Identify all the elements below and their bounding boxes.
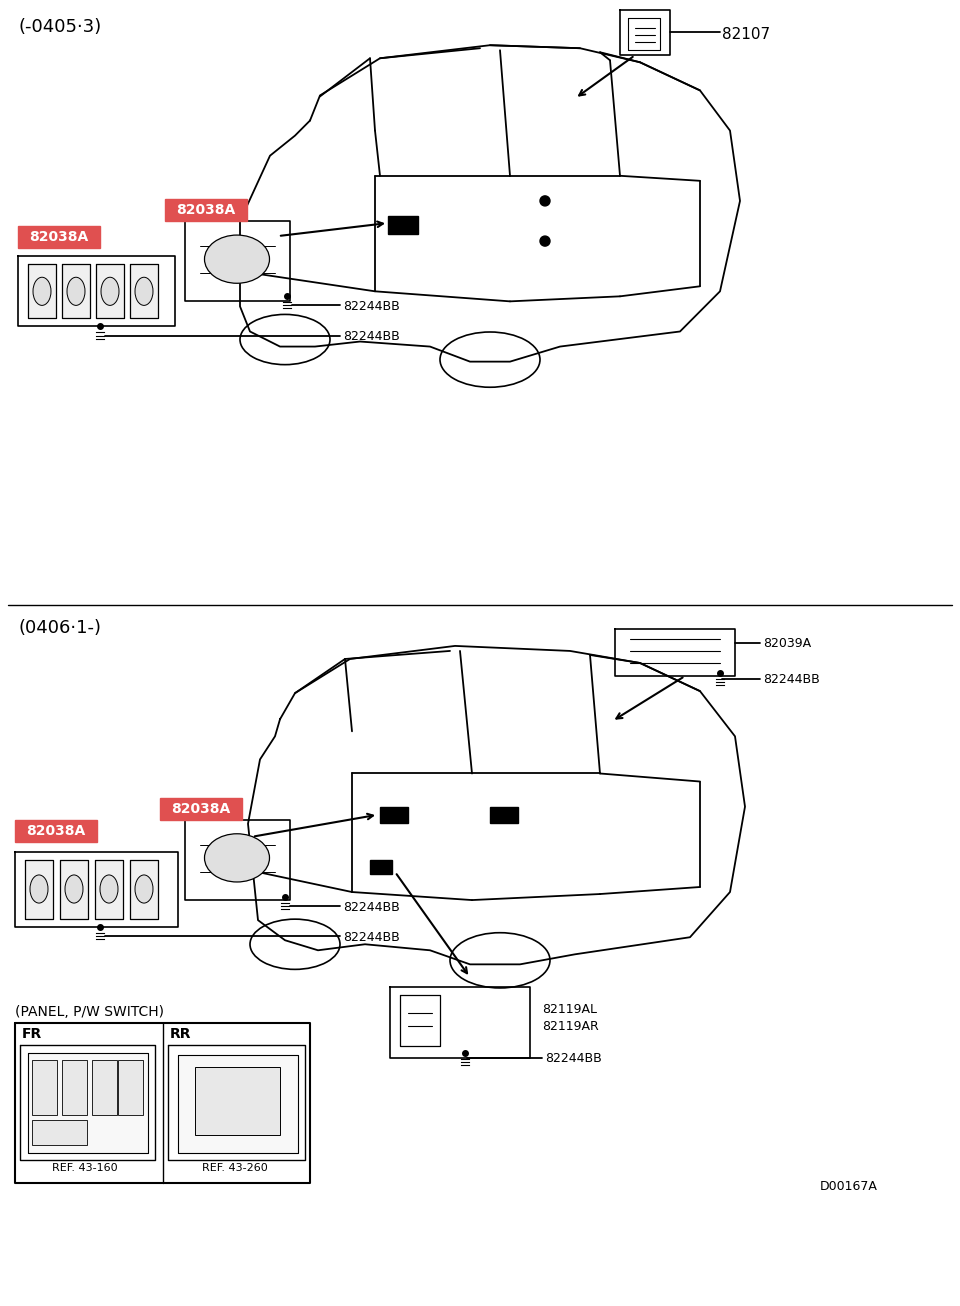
Circle shape <box>540 196 550 206</box>
Polygon shape <box>390 987 530 1058</box>
FancyBboxPatch shape <box>15 820 97 842</box>
Text: 82244BB: 82244BB <box>343 300 399 313</box>
Ellipse shape <box>65 875 83 902</box>
Polygon shape <box>25 859 53 919</box>
Text: 82244BB: 82244BB <box>763 673 820 686</box>
Bar <box>92 1059 117 1115</box>
Ellipse shape <box>67 277 85 306</box>
FancyBboxPatch shape <box>18 226 100 248</box>
Text: (0406·1-): (0406·1-) <box>18 619 101 637</box>
Text: 82244BB: 82244BB <box>343 931 399 944</box>
Polygon shape <box>28 264 56 319</box>
Ellipse shape <box>204 833 270 882</box>
Ellipse shape <box>33 277 51 306</box>
FancyBboxPatch shape <box>165 199 247 221</box>
Text: 82039A: 82039A <box>763 637 811 650</box>
Polygon shape <box>615 628 735 677</box>
Ellipse shape <box>100 875 118 902</box>
Bar <box>32 1059 57 1115</box>
Text: REF. 43-260: REF. 43-260 <box>203 1164 268 1173</box>
Text: RR: RR <box>170 1027 191 1041</box>
Text: 82244BB: 82244BB <box>545 1051 602 1064</box>
Text: FR: FR <box>22 1027 42 1041</box>
Polygon shape <box>130 859 158 919</box>
Text: 82244BB: 82244BB <box>343 901 399 914</box>
Text: 82107: 82107 <box>722 27 770 42</box>
Bar <box>370 859 392 874</box>
Circle shape <box>540 236 550 246</box>
Ellipse shape <box>135 277 153 306</box>
Text: (PANEL, P/W SWITCH): (PANEL, P/W SWITCH) <box>15 1004 164 1019</box>
Ellipse shape <box>135 875 153 902</box>
Polygon shape <box>185 820 290 900</box>
Polygon shape <box>62 264 90 319</box>
Polygon shape <box>95 859 123 919</box>
Polygon shape <box>18 256 175 326</box>
Text: 82038A: 82038A <box>30 230 88 244</box>
Text: 82038A: 82038A <box>177 202 235 217</box>
Polygon shape <box>185 221 290 302</box>
Text: 82244BB: 82244BB <box>343 330 399 343</box>
Polygon shape <box>28 1053 148 1153</box>
Bar <box>388 215 418 234</box>
Bar <box>490 807 518 823</box>
Text: 82038A: 82038A <box>26 824 85 837</box>
Text: (-0405·3): (-0405·3) <box>18 18 101 37</box>
Polygon shape <box>130 264 158 319</box>
Ellipse shape <box>101 277 119 306</box>
Text: 82119AL: 82119AL <box>542 1003 597 1016</box>
Text: D00167A: D00167A <box>820 1181 877 1194</box>
Polygon shape <box>96 264 124 319</box>
Bar <box>195 1067 280 1135</box>
Bar <box>380 807 408 823</box>
Bar <box>32 1121 87 1145</box>
Polygon shape <box>178 1055 298 1153</box>
Bar <box>118 1059 143 1115</box>
Polygon shape <box>60 859 88 919</box>
Text: 82119AR: 82119AR <box>542 1020 599 1033</box>
FancyBboxPatch shape <box>160 798 242 820</box>
Ellipse shape <box>30 875 48 902</box>
Text: 82038A: 82038A <box>172 802 230 816</box>
Polygon shape <box>15 852 178 927</box>
Bar <box>62 1059 87 1115</box>
Ellipse shape <box>204 235 270 283</box>
Text: REF. 43-160: REF. 43-160 <box>52 1164 118 1173</box>
Text: MITSUBISHI - MR445656    N - 82038A: MITSUBISHI - MR445656 N - 82038A <box>95 1238 865 1273</box>
